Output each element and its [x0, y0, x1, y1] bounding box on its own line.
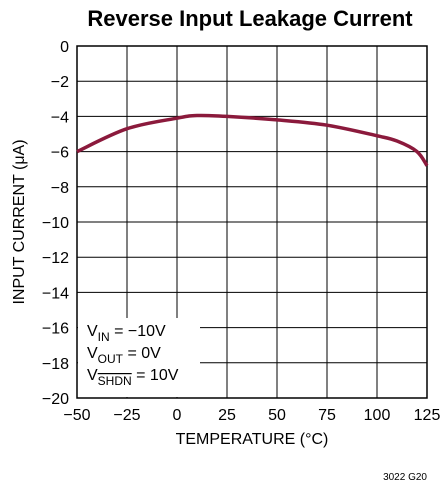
annotation-value: = 10V	[132, 367, 179, 384]
y-tick-label: −6	[51, 145, 69, 162]
x-tick-label: −25	[113, 407, 140, 424]
annotation-value: = −10V	[110, 323, 166, 340]
plot-frame	[76, 45, 428, 399]
y-tick-label: −10	[42, 215, 69, 232]
x-axis-title: TEMPERATURE (°C)	[176, 431, 329, 448]
y-tick-label: −12	[42, 250, 69, 267]
y-tick-label: −2	[51, 74, 69, 91]
annotation-symbol: V	[87, 323, 98, 340]
x-tick-label: 25	[218, 407, 236, 424]
x-tick-label: 75	[318, 407, 336, 424]
annotation-subscript: OUT	[98, 352, 124, 366]
annotation-value: = 0V	[123, 345, 161, 362]
annotation-symbol: V	[87, 367, 98, 384]
annotation-subscript: SHDN	[98, 374, 132, 388]
x-tick-label: −50	[63, 407, 90, 424]
y-tick-label: −4	[51, 109, 69, 126]
y-tick-label: −8	[51, 180, 69, 197]
y-tick-label: 0	[60, 39, 69, 56]
data-line	[76, 113, 429, 167]
annotation: VIN = −10V	[87, 323, 166, 344]
annotation-symbol: V	[87, 345, 98, 362]
annotation-subscript: IN	[98, 330, 110, 344]
annotation-box	[78, 318, 200, 397]
chart-title: Reverse Input Leakage Current	[87, 6, 413, 31]
footnote: 3022 G20	[383, 472, 427, 483]
annotation: VSHDN = 10V	[87, 367, 179, 388]
y-tick-label: −18	[42, 356, 69, 373]
y-tick-label: −20	[42, 391, 69, 408]
y-axis-title: INPUT CURRENT (μA)	[11, 139, 28, 304]
x-tick-label: 100	[364, 407, 391, 424]
y-tick-label: −14	[42, 285, 69, 302]
x-tick-label: 50	[268, 407, 286, 424]
x-tick-label: 125	[414, 407, 441, 424]
annotation: VOUT = 0V	[87, 345, 161, 366]
x-tick-label: 0	[173, 407, 182, 424]
y-tick-label: −16	[42, 321, 69, 338]
